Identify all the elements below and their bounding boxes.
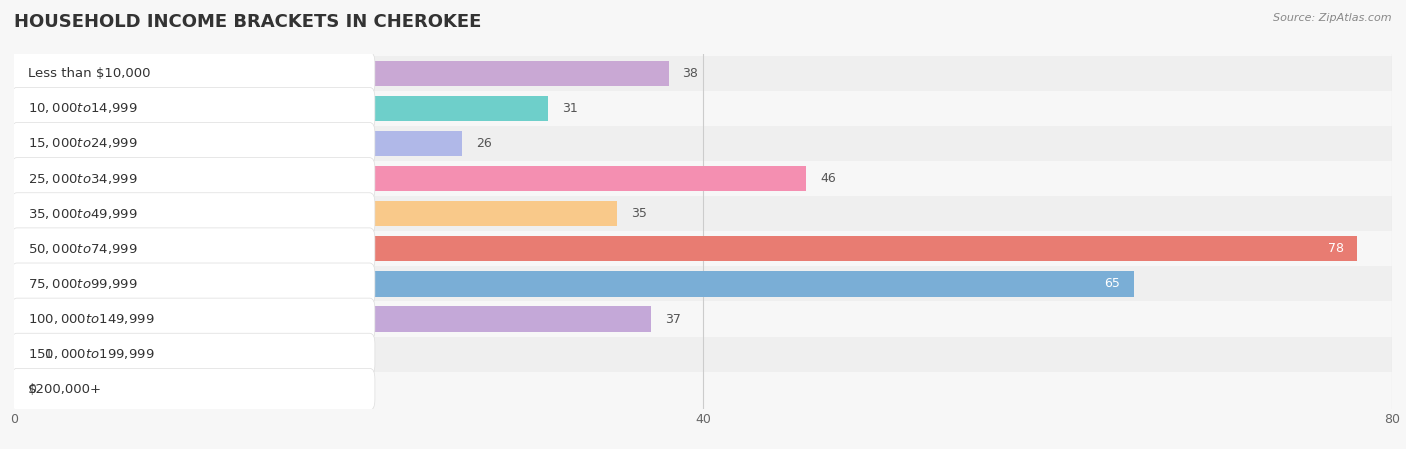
Text: 37: 37: [665, 313, 681, 326]
Bar: [14, 96, 548, 121]
FancyBboxPatch shape: [11, 333, 375, 375]
FancyBboxPatch shape: [11, 263, 375, 305]
Text: $25,000 to $34,999: $25,000 to $34,999: [28, 172, 138, 185]
Text: $15,000 to $24,999: $15,000 to $24,999: [28, 136, 138, 150]
FancyBboxPatch shape: [11, 158, 375, 199]
Text: 26: 26: [475, 137, 492, 150]
Text: 35: 35: [631, 207, 647, 220]
Bar: [14, 166, 807, 191]
Bar: [14, 196, 1392, 231]
Text: 0: 0: [28, 383, 35, 396]
Text: HOUSEHOLD INCOME BRACKETS IN CHEROKEE: HOUSEHOLD INCOME BRACKETS IN CHEROKEE: [14, 13, 481, 31]
Text: 78: 78: [1327, 242, 1344, 255]
Bar: [14, 126, 1392, 161]
Bar: [14, 201, 617, 226]
Text: $50,000 to $74,999: $50,000 to $74,999: [28, 242, 138, 256]
Text: Less than $10,000: Less than $10,000: [28, 67, 150, 79]
Bar: [14, 231, 1392, 266]
Bar: [14, 56, 1392, 91]
FancyBboxPatch shape: [11, 88, 375, 129]
FancyBboxPatch shape: [11, 368, 375, 410]
Text: Source: ZipAtlas.com: Source: ZipAtlas.com: [1274, 13, 1392, 23]
Text: 31: 31: [562, 102, 578, 115]
Bar: [14, 306, 651, 332]
Bar: [14, 301, 1392, 337]
Bar: [14, 266, 1392, 301]
FancyBboxPatch shape: [11, 193, 375, 234]
FancyBboxPatch shape: [11, 123, 375, 164]
Text: 46: 46: [820, 172, 837, 185]
Bar: [14, 161, 1392, 196]
Bar: [14, 337, 1392, 372]
Text: 38: 38: [682, 67, 699, 79]
Text: $75,000 to $99,999: $75,000 to $99,999: [28, 277, 138, 291]
Text: $100,000 to $149,999: $100,000 to $149,999: [28, 312, 155, 326]
Bar: [14, 372, 1392, 407]
Bar: [14, 236, 1358, 261]
FancyBboxPatch shape: [11, 298, 375, 340]
Text: 65: 65: [1104, 277, 1119, 291]
Bar: [14, 271, 1133, 296]
Bar: [14, 91, 1392, 126]
Text: $35,000 to $49,999: $35,000 to $49,999: [28, 207, 138, 220]
Text: $150,000 to $199,999: $150,000 to $199,999: [28, 347, 155, 361]
Text: 1: 1: [45, 348, 53, 361]
Bar: [14, 342, 31, 367]
Bar: [14, 61, 669, 86]
Bar: [14, 131, 463, 156]
Text: $10,000 to $14,999: $10,000 to $14,999: [28, 101, 138, 115]
Text: $200,000+: $200,000+: [28, 383, 101, 396]
FancyBboxPatch shape: [11, 52, 375, 94]
FancyBboxPatch shape: [11, 228, 375, 270]
